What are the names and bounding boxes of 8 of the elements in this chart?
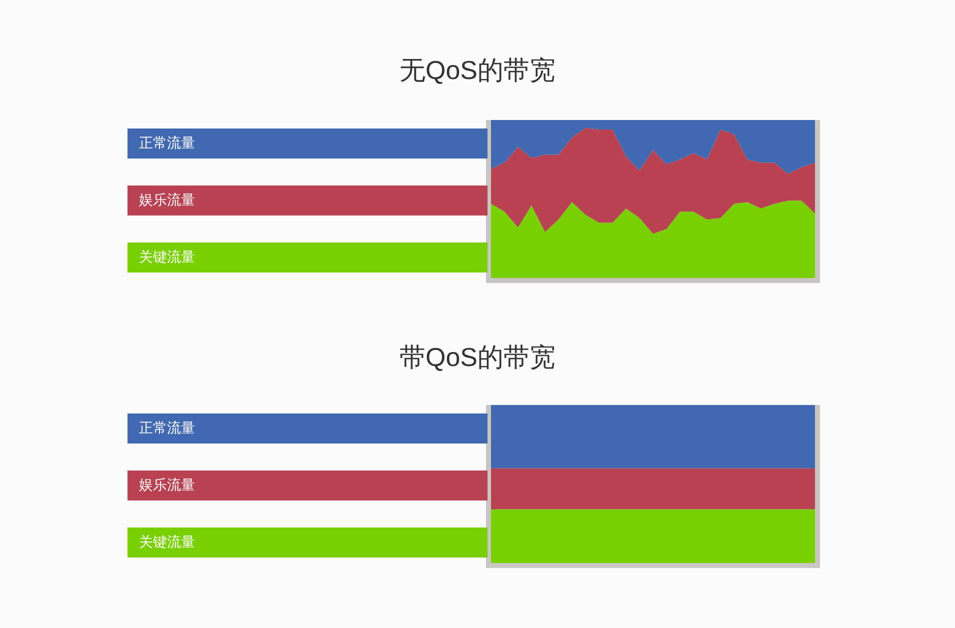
text: 正常流量: [139, 134, 195, 150]
text: 关键流量: [139, 248, 195, 264]
text: 娱乐流量: [139, 192, 195, 208]
text: 娱乐流量: [139, 476, 195, 492]
text: 正常流量: [139, 420, 195, 436]
chart-title: 带QoS的带宽: [398, 341, 557, 374]
chart-title: 无QoS的带宽: [398, 54, 557, 87]
text: 关键流量: [139, 534, 195, 550]
